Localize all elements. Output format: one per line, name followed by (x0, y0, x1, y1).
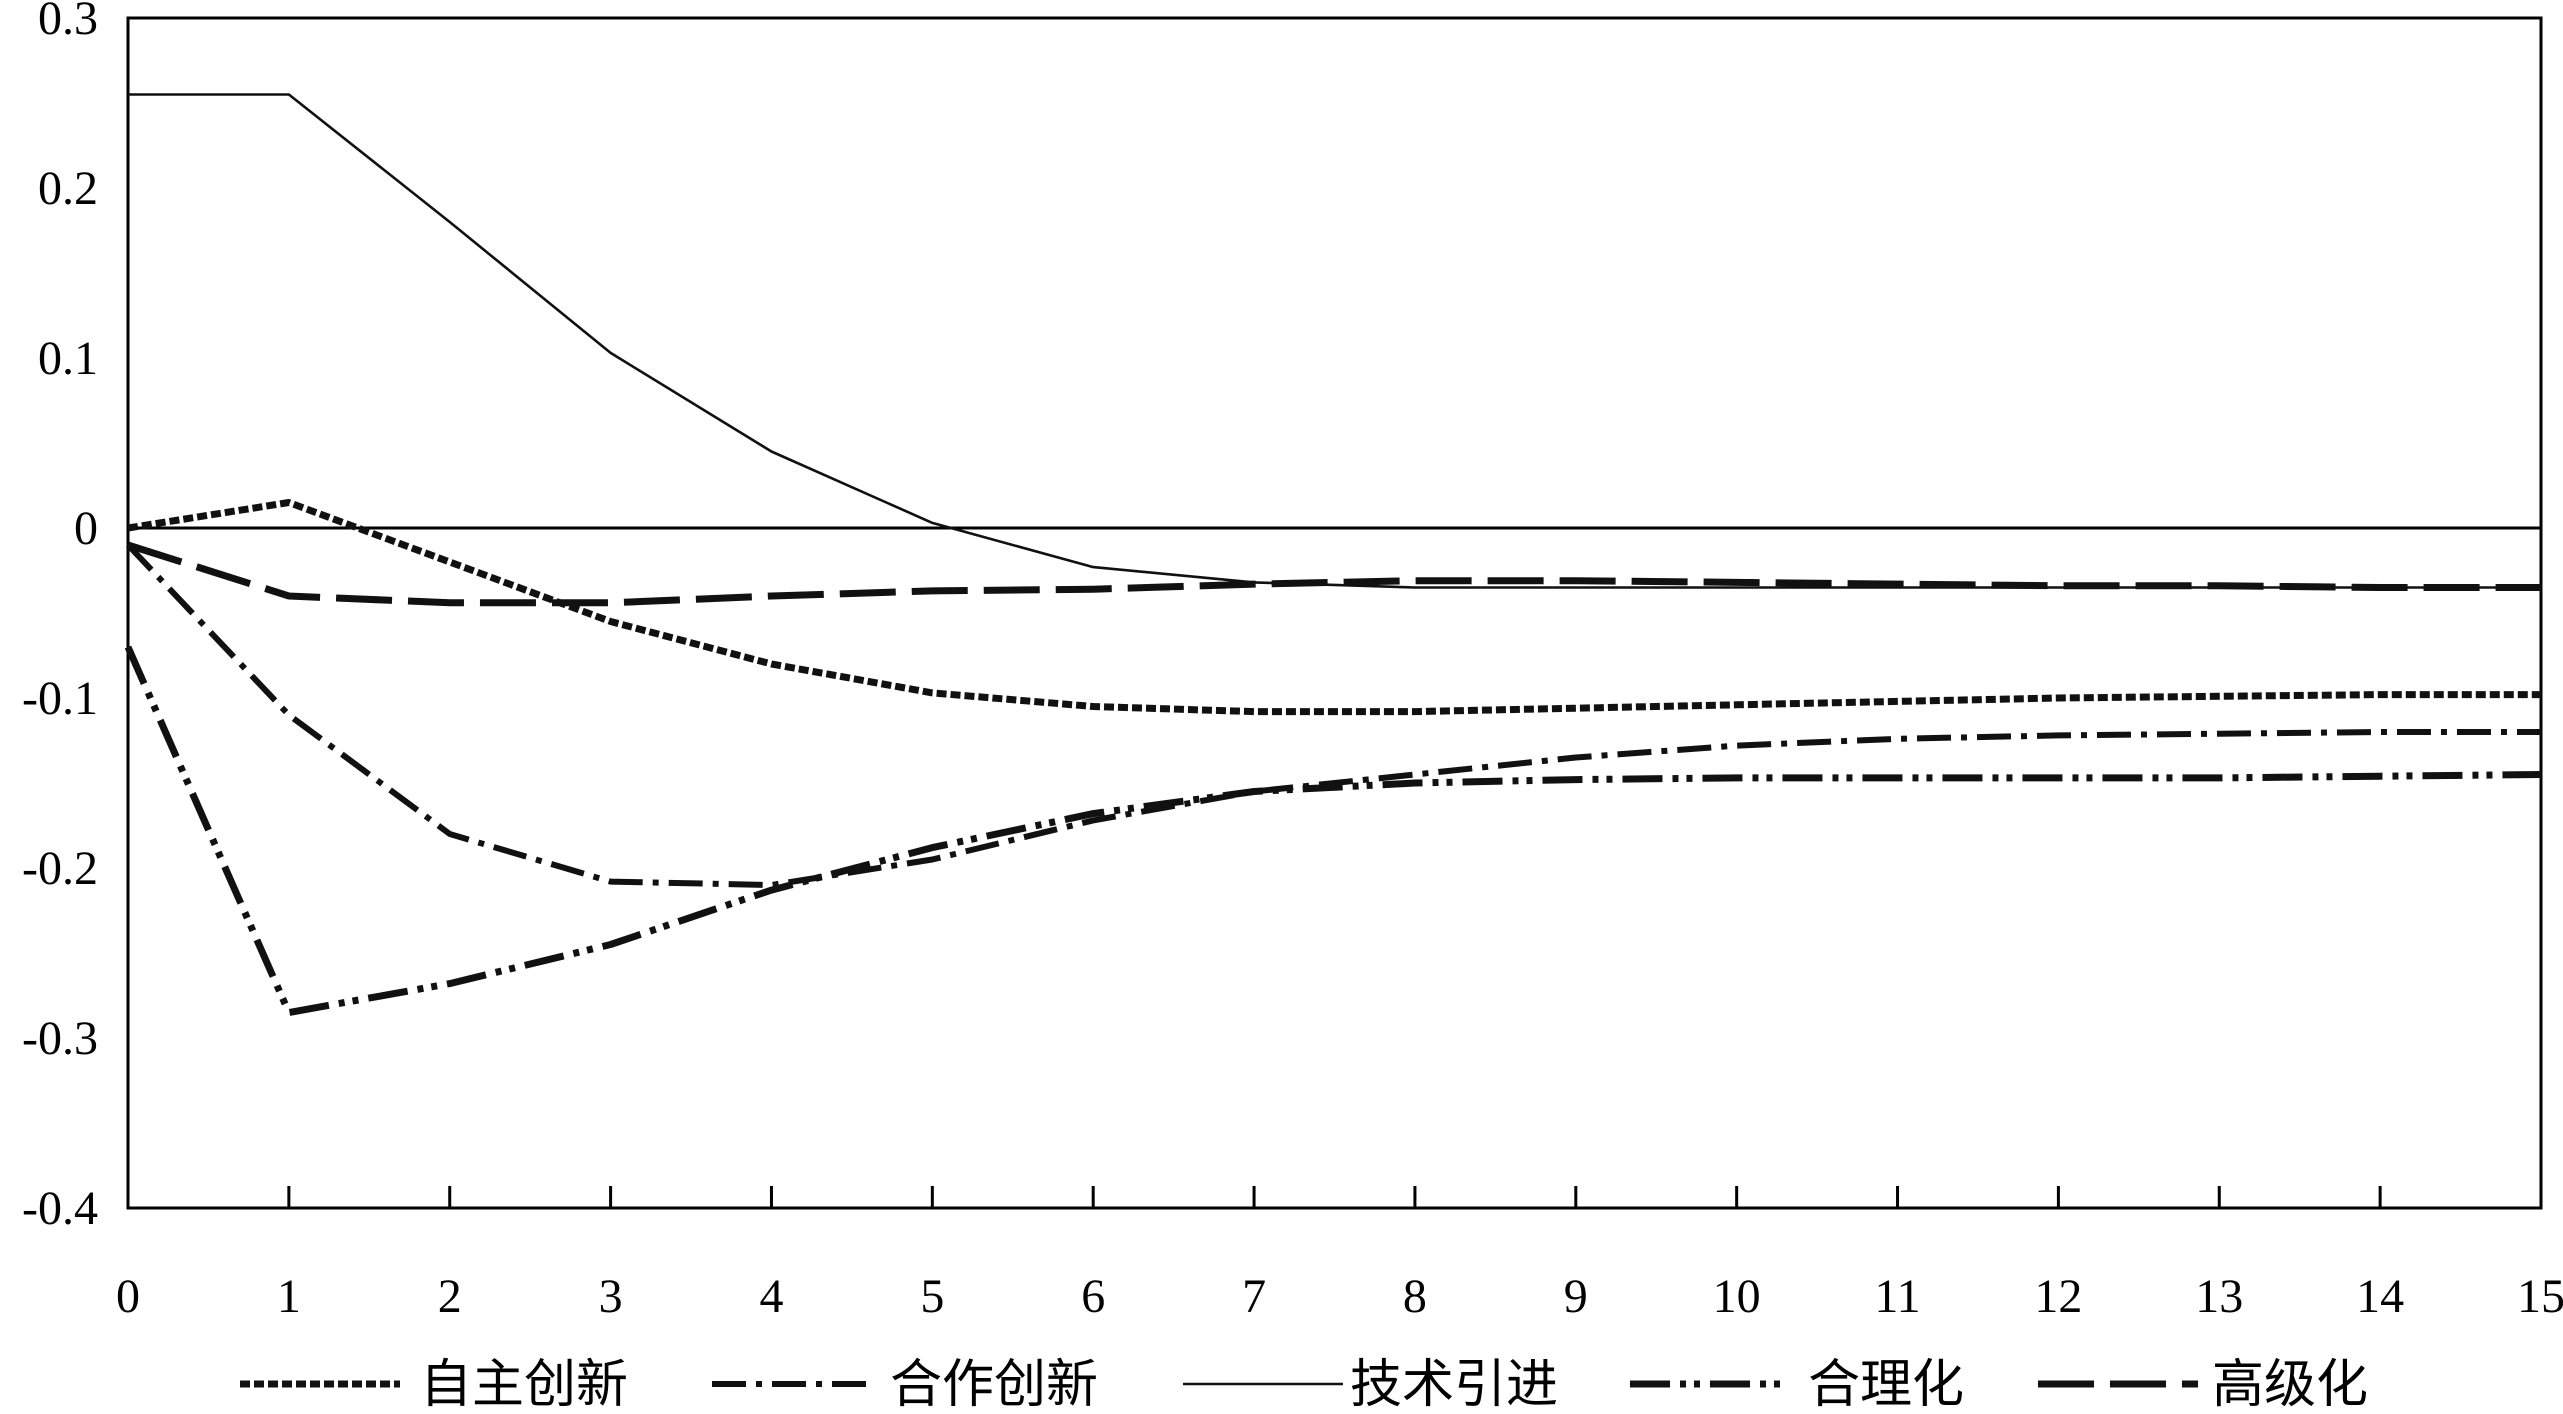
legend: 自主创新 合作创新 技术引进 合理化 高级化 (240, 1355, 2368, 1414)
x-tick-label: 0 (116, 1270, 140, 1323)
x-tick-label: 12 (2034, 1270, 2082, 1323)
series-line-4 (124, 645, 2542, 1016)
x-tick-label: 7 (1242, 1270, 1266, 1323)
x-tick-label: 5 (920, 1270, 944, 1323)
x-tick-label: 9 (1564, 1270, 1588, 1323)
x-tick-label: 2 (438, 1270, 462, 1323)
series-line-5 (126, 541, 2541, 607)
x-tick-label: 10 (1713, 1270, 1761, 1323)
x-tick-label: 4 (759, 1270, 783, 1323)
x-tick-label: 15 (2517, 1270, 2563, 1323)
series-group (124, 93, 2542, 1016)
y-tick-label: -0.3 (22, 1012, 98, 1065)
y-tick-labels: 0.3 0.2 0.1 0 -0.1 -0.2 -0.3 -0.4 (22, 0, 98, 1235)
legend-label-4: 合理化 (1808, 1355, 1964, 1414)
y-tick-label: -0.4 (22, 1182, 98, 1235)
y-tick-label: 0.1 (38, 332, 98, 385)
series-line-1 (127, 499, 2541, 716)
series-line-2 (125, 542, 2541, 888)
y-tick-label: -0.2 (22, 842, 98, 895)
y-tick-label: 0.3 (38, 0, 98, 45)
x-tick-label: 8 (1403, 1270, 1427, 1323)
legend-label-2: 合作创新 (890, 1355, 1098, 1414)
x-tick-label: 14 (2356, 1270, 2404, 1323)
legend-label-3: 技术引进 (1350, 1355, 1558, 1414)
plot-area (126, 16, 2543, 1210)
y-tick-label: -0.1 (22, 672, 98, 725)
legend-label-5: 高级化 (2212, 1355, 2368, 1414)
x-tick-label: 3 (599, 1270, 623, 1323)
y-tick-label: 0 (74, 502, 98, 555)
x-tick-label: 1 (277, 1270, 301, 1323)
x-tick-label: 11 (1874, 1270, 1920, 1323)
y-tick-label: 0.2 (38, 162, 98, 215)
x-tick-label: 6 (1081, 1270, 1105, 1323)
legend-label-1: 自主创新 (420, 1355, 628, 1414)
x-tick-labels: 0 1 2 3 4 5 6 7 8 9 10 11 12 13 14 15 (116, 1270, 2563, 1323)
x-tick-marks (126, 1186, 2543, 1208)
x-tick-label: 13 (2195, 1270, 2243, 1323)
